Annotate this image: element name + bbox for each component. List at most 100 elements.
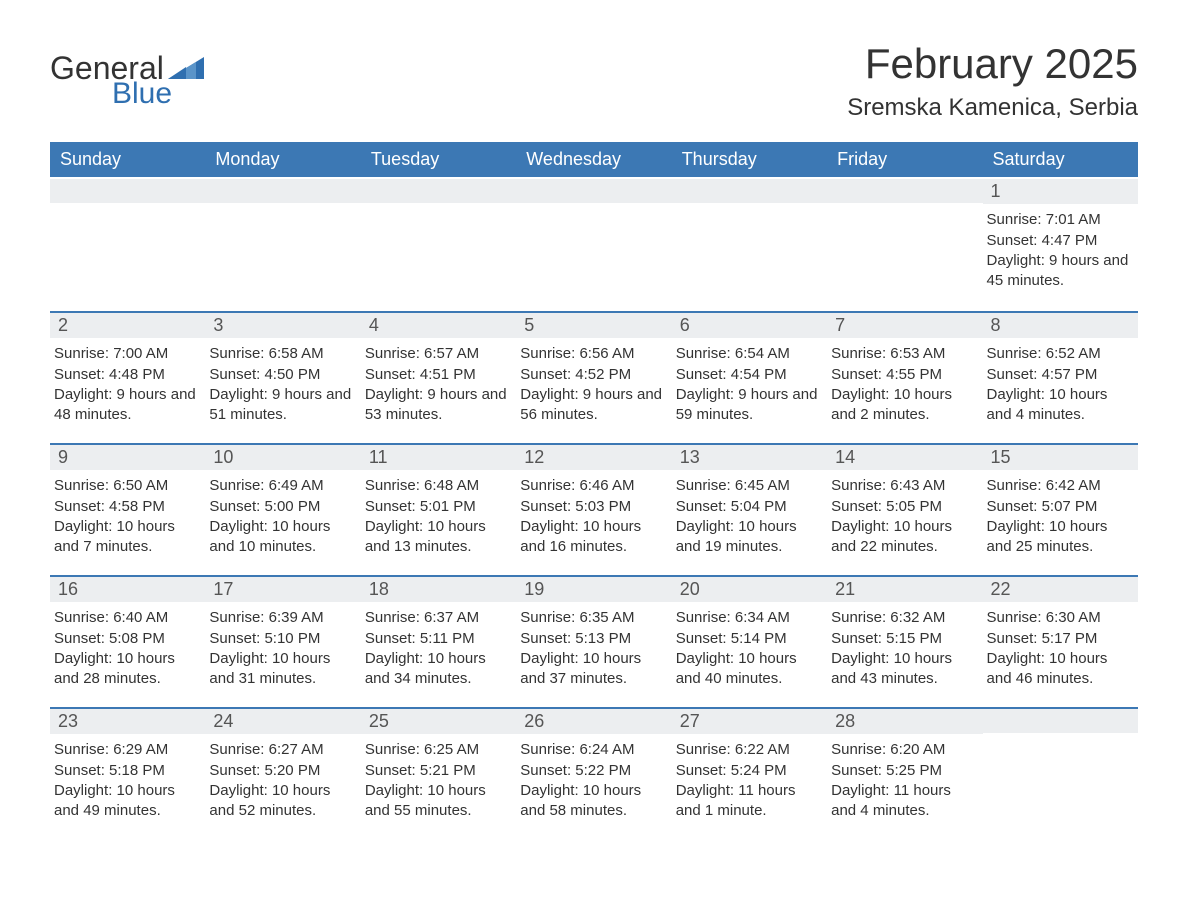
day-content: Sunrise: 6:42 AMSunset: 5:07 PMDaylight:… xyxy=(983,470,1138,561)
day-cell: 12Sunrise: 6:46 AMSunset: 5:03 PMDayligh… xyxy=(516,443,671,573)
daylight-text: Daylight: 10 hours and 46 minutes. xyxy=(987,649,1134,688)
weekday-header-wednesday: Wednesday xyxy=(516,142,671,177)
brand-word-2: Blue xyxy=(112,77,204,111)
daylight-text: Daylight: 10 hours and 34 minutes. xyxy=(365,649,512,688)
day-number: 28 xyxy=(827,709,982,734)
day-content: Sunrise: 6:56 AMSunset: 4:52 PMDaylight:… xyxy=(516,338,671,429)
sunrise-text: Sunrise: 6:35 AM xyxy=(520,608,667,628)
empty-day-number xyxy=(983,709,1138,733)
day-cell: 11Sunrise: 6:48 AMSunset: 5:01 PMDayligh… xyxy=(361,443,516,573)
empty-day-cell xyxy=(205,179,360,309)
day-cell: 3Sunrise: 6:58 AMSunset: 4:50 PMDaylight… xyxy=(205,311,360,441)
day-cell: 7Sunrise: 6:53 AMSunset: 4:55 PMDaylight… xyxy=(827,311,982,441)
day-number: 24 xyxy=(205,709,360,734)
day-cell: 23Sunrise: 6:29 AMSunset: 5:18 PMDayligh… xyxy=(50,707,205,837)
daylight-text: Daylight: 10 hours and 43 minutes. xyxy=(831,649,978,688)
day-cell: 16Sunrise: 6:40 AMSunset: 5:08 PMDayligh… xyxy=(50,575,205,705)
day-cell: 24Sunrise: 6:27 AMSunset: 5:20 PMDayligh… xyxy=(205,707,360,837)
sunset-text: Sunset: 4:51 PM xyxy=(365,365,512,385)
day-cell: 2Sunrise: 7:00 AMSunset: 4:48 PMDaylight… xyxy=(50,311,205,441)
sunset-text: Sunset: 4:54 PM xyxy=(676,365,823,385)
day-cell: 26Sunrise: 6:24 AMSunset: 5:22 PMDayligh… xyxy=(516,707,671,837)
day-number: 18 xyxy=(361,577,516,602)
day-cell: 4Sunrise: 6:57 AMSunset: 4:51 PMDaylight… xyxy=(361,311,516,441)
day-number: 11 xyxy=(361,445,516,470)
day-number: 8 xyxy=(983,313,1138,338)
sunset-text: Sunset: 4:47 PM xyxy=(987,231,1134,251)
daylight-text: Daylight: 10 hours and 2 minutes. xyxy=(831,385,978,424)
sunset-text: Sunset: 5:08 PM xyxy=(54,629,201,649)
weekday-header-tuesday: Tuesday xyxy=(361,142,516,177)
sunset-text: Sunset: 5:14 PM xyxy=(676,629,823,649)
day-content: Sunrise: 6:30 AMSunset: 5:17 PMDaylight:… xyxy=(983,602,1138,693)
sunrise-text: Sunrise: 6:27 AM xyxy=(209,740,356,760)
sunrise-text: Sunrise: 6:56 AM xyxy=(520,344,667,364)
sunset-text: Sunset: 5:20 PM xyxy=(209,761,356,781)
day-content: Sunrise: 6:52 AMSunset: 4:57 PMDaylight:… xyxy=(983,338,1138,429)
day-content: Sunrise: 6:48 AMSunset: 5:01 PMDaylight:… xyxy=(361,470,516,561)
day-content: Sunrise: 6:49 AMSunset: 5:00 PMDaylight:… xyxy=(205,470,360,561)
day-content: Sunrise: 6:50 AMSunset: 4:58 PMDaylight:… xyxy=(50,470,205,561)
week-row: 9Sunrise: 6:50 AMSunset: 4:58 PMDaylight… xyxy=(50,443,1138,573)
week-row: 2Sunrise: 7:00 AMSunset: 4:48 PMDaylight… xyxy=(50,311,1138,441)
sunset-text: Sunset: 5:10 PM xyxy=(209,629,356,649)
day-content: Sunrise: 6:22 AMSunset: 5:24 PMDaylight:… xyxy=(672,734,827,825)
sunrise-text: Sunrise: 6:52 AM xyxy=(987,344,1134,364)
day-number: 3 xyxy=(205,313,360,338)
day-number: 20 xyxy=(672,577,827,602)
daylight-text: Daylight: 10 hours and 22 minutes. xyxy=(831,517,978,556)
day-content: Sunrise: 6:37 AMSunset: 5:11 PMDaylight:… xyxy=(361,602,516,693)
day-number: 27 xyxy=(672,709,827,734)
day-content: Sunrise: 6:39 AMSunset: 5:10 PMDaylight:… xyxy=(205,602,360,693)
empty-day-number xyxy=(50,179,205,203)
day-content: Sunrise: 6:57 AMSunset: 4:51 PMDaylight:… xyxy=(361,338,516,429)
day-cell: 14Sunrise: 6:43 AMSunset: 5:05 PMDayligh… xyxy=(827,443,982,573)
day-cell: 20Sunrise: 6:34 AMSunset: 5:14 PMDayligh… xyxy=(672,575,827,705)
day-content: Sunrise: 6:53 AMSunset: 4:55 PMDaylight:… xyxy=(827,338,982,429)
sunset-text: Sunset: 5:07 PM xyxy=(987,497,1134,517)
daylight-text: Daylight: 10 hours and 7 minutes. xyxy=(54,517,201,556)
sunset-text: Sunset: 5:04 PM xyxy=(676,497,823,517)
day-content: Sunrise: 6:25 AMSunset: 5:21 PMDaylight:… xyxy=(361,734,516,825)
sunrise-text: Sunrise: 7:01 AM xyxy=(987,210,1134,230)
empty-day-cell xyxy=(361,179,516,309)
day-content: Sunrise: 6:24 AMSunset: 5:22 PMDaylight:… xyxy=(516,734,671,825)
sunrise-text: Sunrise: 6:30 AM xyxy=(987,608,1134,628)
daylight-text: Daylight: 10 hours and 4 minutes. xyxy=(987,385,1134,424)
empty-day-number xyxy=(361,179,516,203)
day-cell: 6Sunrise: 6:54 AMSunset: 4:54 PMDaylight… xyxy=(672,311,827,441)
daylight-text: Daylight: 9 hours and 51 minutes. xyxy=(209,385,356,424)
sunrise-text: Sunrise: 6:24 AM xyxy=(520,740,667,760)
sunrise-text: Sunrise: 6:32 AM xyxy=(831,608,978,628)
daylight-text: Daylight: 9 hours and 48 minutes. xyxy=(54,385,201,424)
sunset-text: Sunset: 5:11 PM xyxy=(365,629,512,649)
day-cell: 1Sunrise: 7:01 AMSunset: 4:47 PMDaylight… xyxy=(983,179,1138,309)
day-content: Sunrise: 6:58 AMSunset: 4:50 PMDaylight:… xyxy=(205,338,360,429)
day-cell: 22Sunrise: 6:30 AMSunset: 5:17 PMDayligh… xyxy=(983,575,1138,705)
month-title: February 2025 xyxy=(847,40,1138,88)
day-content: Sunrise: 6:27 AMSunset: 5:20 PMDaylight:… xyxy=(205,734,360,825)
day-cell: 19Sunrise: 6:35 AMSunset: 5:13 PMDayligh… xyxy=(516,575,671,705)
day-cell: 5Sunrise: 6:56 AMSunset: 4:52 PMDaylight… xyxy=(516,311,671,441)
sunrise-text: Sunrise: 6:39 AM xyxy=(209,608,356,628)
daylight-text: Daylight: 10 hours and 19 minutes. xyxy=(676,517,823,556)
sunset-text: Sunset: 5:22 PM xyxy=(520,761,667,781)
day-cell: 9Sunrise: 6:50 AMSunset: 4:58 PMDaylight… xyxy=(50,443,205,573)
day-number: 12 xyxy=(516,445,671,470)
day-cell: 15Sunrise: 6:42 AMSunset: 5:07 PMDayligh… xyxy=(983,443,1138,573)
sunrise-text: Sunrise: 6:54 AM xyxy=(676,344,823,364)
day-number: 5 xyxy=(516,313,671,338)
day-number: 6 xyxy=(672,313,827,338)
weekday-header-monday: Monday xyxy=(205,142,360,177)
sunset-text: Sunset: 4:57 PM xyxy=(987,365,1134,385)
day-cell: 17Sunrise: 6:39 AMSunset: 5:10 PMDayligh… xyxy=(205,575,360,705)
day-number: 4 xyxy=(361,313,516,338)
daylight-text: Daylight: 10 hours and 55 minutes. xyxy=(365,781,512,820)
sunrise-text: Sunrise: 6:53 AM xyxy=(831,344,978,364)
empty-day-number xyxy=(516,179,671,203)
daylight-text: Daylight: 9 hours and 53 minutes. xyxy=(365,385,512,424)
empty-day-number xyxy=(827,179,982,203)
day-cell: 8Sunrise: 6:52 AMSunset: 4:57 PMDaylight… xyxy=(983,311,1138,441)
daylight-text: Daylight: 11 hours and 4 minutes. xyxy=(831,781,978,820)
brand-logo: General Blue xyxy=(50,50,204,111)
